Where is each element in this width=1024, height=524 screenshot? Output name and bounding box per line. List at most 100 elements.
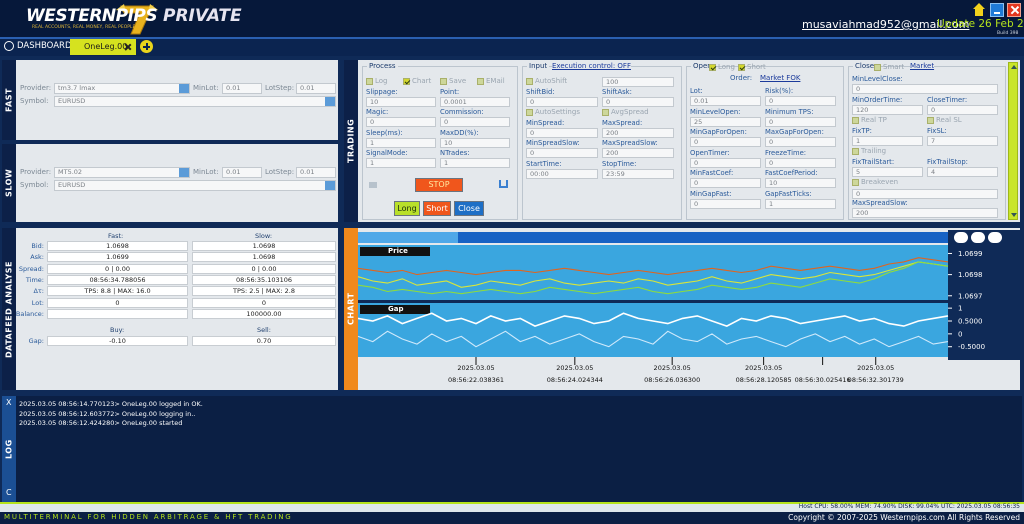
close-button[interactable] [1007, 3, 1021, 17]
scale-button[interactable] [971, 232, 985, 243]
checkbox[interactable] [403, 78, 410, 85]
provider-select[interactable]: MT5.02 [54, 167, 190, 178]
scroll-down[interactable] [1011, 213, 1017, 217]
log-line: 2025.03.05 08:56:12.424280> OneLeg.00 st… [19, 419, 183, 427]
panel-strip: SLOW [2, 144, 16, 222]
minlot-input[interactable]: 0.01 [222, 167, 262, 178]
add-tab-button[interactable] [140, 40, 153, 53]
field-input[interactable]: 0 [602, 96, 674, 107]
field-input[interactable]: 0 [852, 84, 998, 94]
close-button[interactable]: Close [454, 201, 484, 216]
field-input[interactable]: 7 [927, 135, 998, 146]
checkbox[interactable] [477, 78, 484, 85]
symbol-select[interactable]: EURUSD [54, 180, 336, 191]
field-input[interactable]: 10 [440, 137, 510, 148]
section-title: Input [527, 62, 550, 70]
field-input[interactable]: 10 [366, 96, 436, 107]
field-input[interactable]: 0 [526, 127, 598, 138]
select-arrow[interactable] [179, 84, 189, 93]
field-label: MinOrderTime: [852, 95, 903, 104]
field-input[interactable]: 0 [690, 157, 761, 168]
select-arrow[interactable] [325, 97, 335, 106]
field-input[interactable]: 100 [602, 77, 674, 87]
scrollbar[interactable] [1008, 62, 1018, 220]
order-type-link[interactable]: Market FOK [760, 74, 801, 82]
field-input[interactable]: 1 [765, 198, 836, 209]
lotstep-input[interactable]: 0.01 [296, 83, 336, 94]
folder-icon[interactable] [369, 182, 377, 188]
checkbox[interactable] [709, 64, 716, 71]
checkbox[interactable] [852, 179, 859, 186]
checkbox[interactable] [738, 64, 745, 71]
home-button[interactable] [972, 3, 986, 17]
field-input[interactable]: 1 [440, 158, 510, 168]
log-clear-bottom[interactable]: C [6, 488, 12, 497]
field-input[interactable]: 0.0001 [440, 96, 510, 107]
field-input[interactable]: 200 [602, 148, 674, 158]
field-input[interactable]: 5 [852, 166, 923, 177]
stop-button[interactable]: STOP [415, 178, 463, 192]
checkbox[interactable] [602, 109, 609, 116]
field-input[interactable]: 4 [927, 166, 998, 177]
dashboard-icon[interactable] [4, 41, 14, 51]
next-button[interactable] [988, 232, 1002, 243]
field-input[interactable]: 120 [852, 104, 923, 115]
field-input[interactable]: 0 [765, 157, 836, 168]
field-input[interactable]: 10 [765, 178, 836, 188]
field-input[interactable]: 200 [852, 208, 998, 218]
field-input[interactable]: 00:00 [526, 168, 598, 179]
symbol-select[interactable]: EURUSD [54, 96, 336, 107]
field-input[interactable]: 1 [366, 158, 436, 168]
select-arrow[interactable] [179, 168, 189, 177]
build-number: Build 398 [997, 31, 1019, 36]
field-input[interactable]: 0 [765, 116, 836, 127]
field-input[interactable]: 0 [440, 117, 510, 127]
users-icon[interactable] [499, 180, 508, 188]
checkbox[interactable] [440, 78, 447, 85]
field-input[interactable]: 25 [690, 116, 761, 127]
minimize-button[interactable] [990, 3, 1004, 17]
chart-label: Price [360, 247, 430, 256]
panel-title: TRADING [346, 118, 356, 164]
field-input[interactable]: 1 [852, 135, 923, 146]
checkbox[interactable] [852, 148, 859, 155]
symbol-label: Symbol: [20, 181, 49, 189]
field-input[interactable]: 0 [690, 178, 761, 188]
short-button[interactable]: Short [423, 201, 451, 216]
select-arrow[interactable] [325, 181, 335, 190]
checkbox[interactable] [852, 117, 859, 124]
field-input[interactable]: 0 [526, 148, 598, 158]
field-input[interactable]: 0 [690, 198, 761, 209]
lotstep-input[interactable]: 0.01 [296, 167, 336, 178]
checkbox[interactable] [366, 78, 373, 85]
checkbox[interactable] [526, 78, 533, 85]
field-input[interactable]: 0 [927, 104, 998, 115]
field-input[interactable]: 0 [690, 137, 761, 147]
close-mode-link[interactable]: Market [910, 62, 935, 70]
checkbox[interactable] [874, 64, 881, 71]
checkbox[interactable] [927, 117, 934, 124]
checkbox-label: Save [449, 77, 467, 85]
provider-select[interactable]: tm3.7 lmax [54, 83, 190, 94]
scroll-up[interactable] [1011, 65, 1017, 69]
active-tab[interactable]: OneLeg.00 [70, 39, 136, 55]
field-input[interactable]: 0 [852, 188, 998, 199]
field-input[interactable]: 1 [366, 137, 436, 148]
execution-control-link[interactable]: Execution control: OFF [552, 62, 631, 70]
field-label: MinFastCoef: [690, 169, 734, 177]
dashboard-tab[interactable]: DASHBOARD [17, 41, 72, 51]
field-input[interactable]: 23:59 [602, 168, 674, 179]
field-input[interactable]: 0 [526, 96, 598, 107]
field-input[interactable]: 0.01 [690, 96, 761, 106]
section-title: Close [853, 62, 877, 70]
field-input[interactable]: 0 [765, 96, 836, 106]
field-input[interactable]: 0 [366, 117, 436, 127]
log-clear-top[interactable]: X [6, 398, 12, 407]
minlot-input[interactable]: 0.01 [222, 83, 262, 94]
checkbox[interactable] [526, 109, 533, 116]
long-button[interactable]: Long [394, 201, 420, 216]
user-email[interactable]: musaviahmad952@gmail.com [802, 18, 970, 31]
zoom-button[interactable] [954, 232, 968, 243]
field-input[interactable]: 0 [765, 137, 836, 147]
field-input[interactable]: 200 [602, 127, 674, 138]
